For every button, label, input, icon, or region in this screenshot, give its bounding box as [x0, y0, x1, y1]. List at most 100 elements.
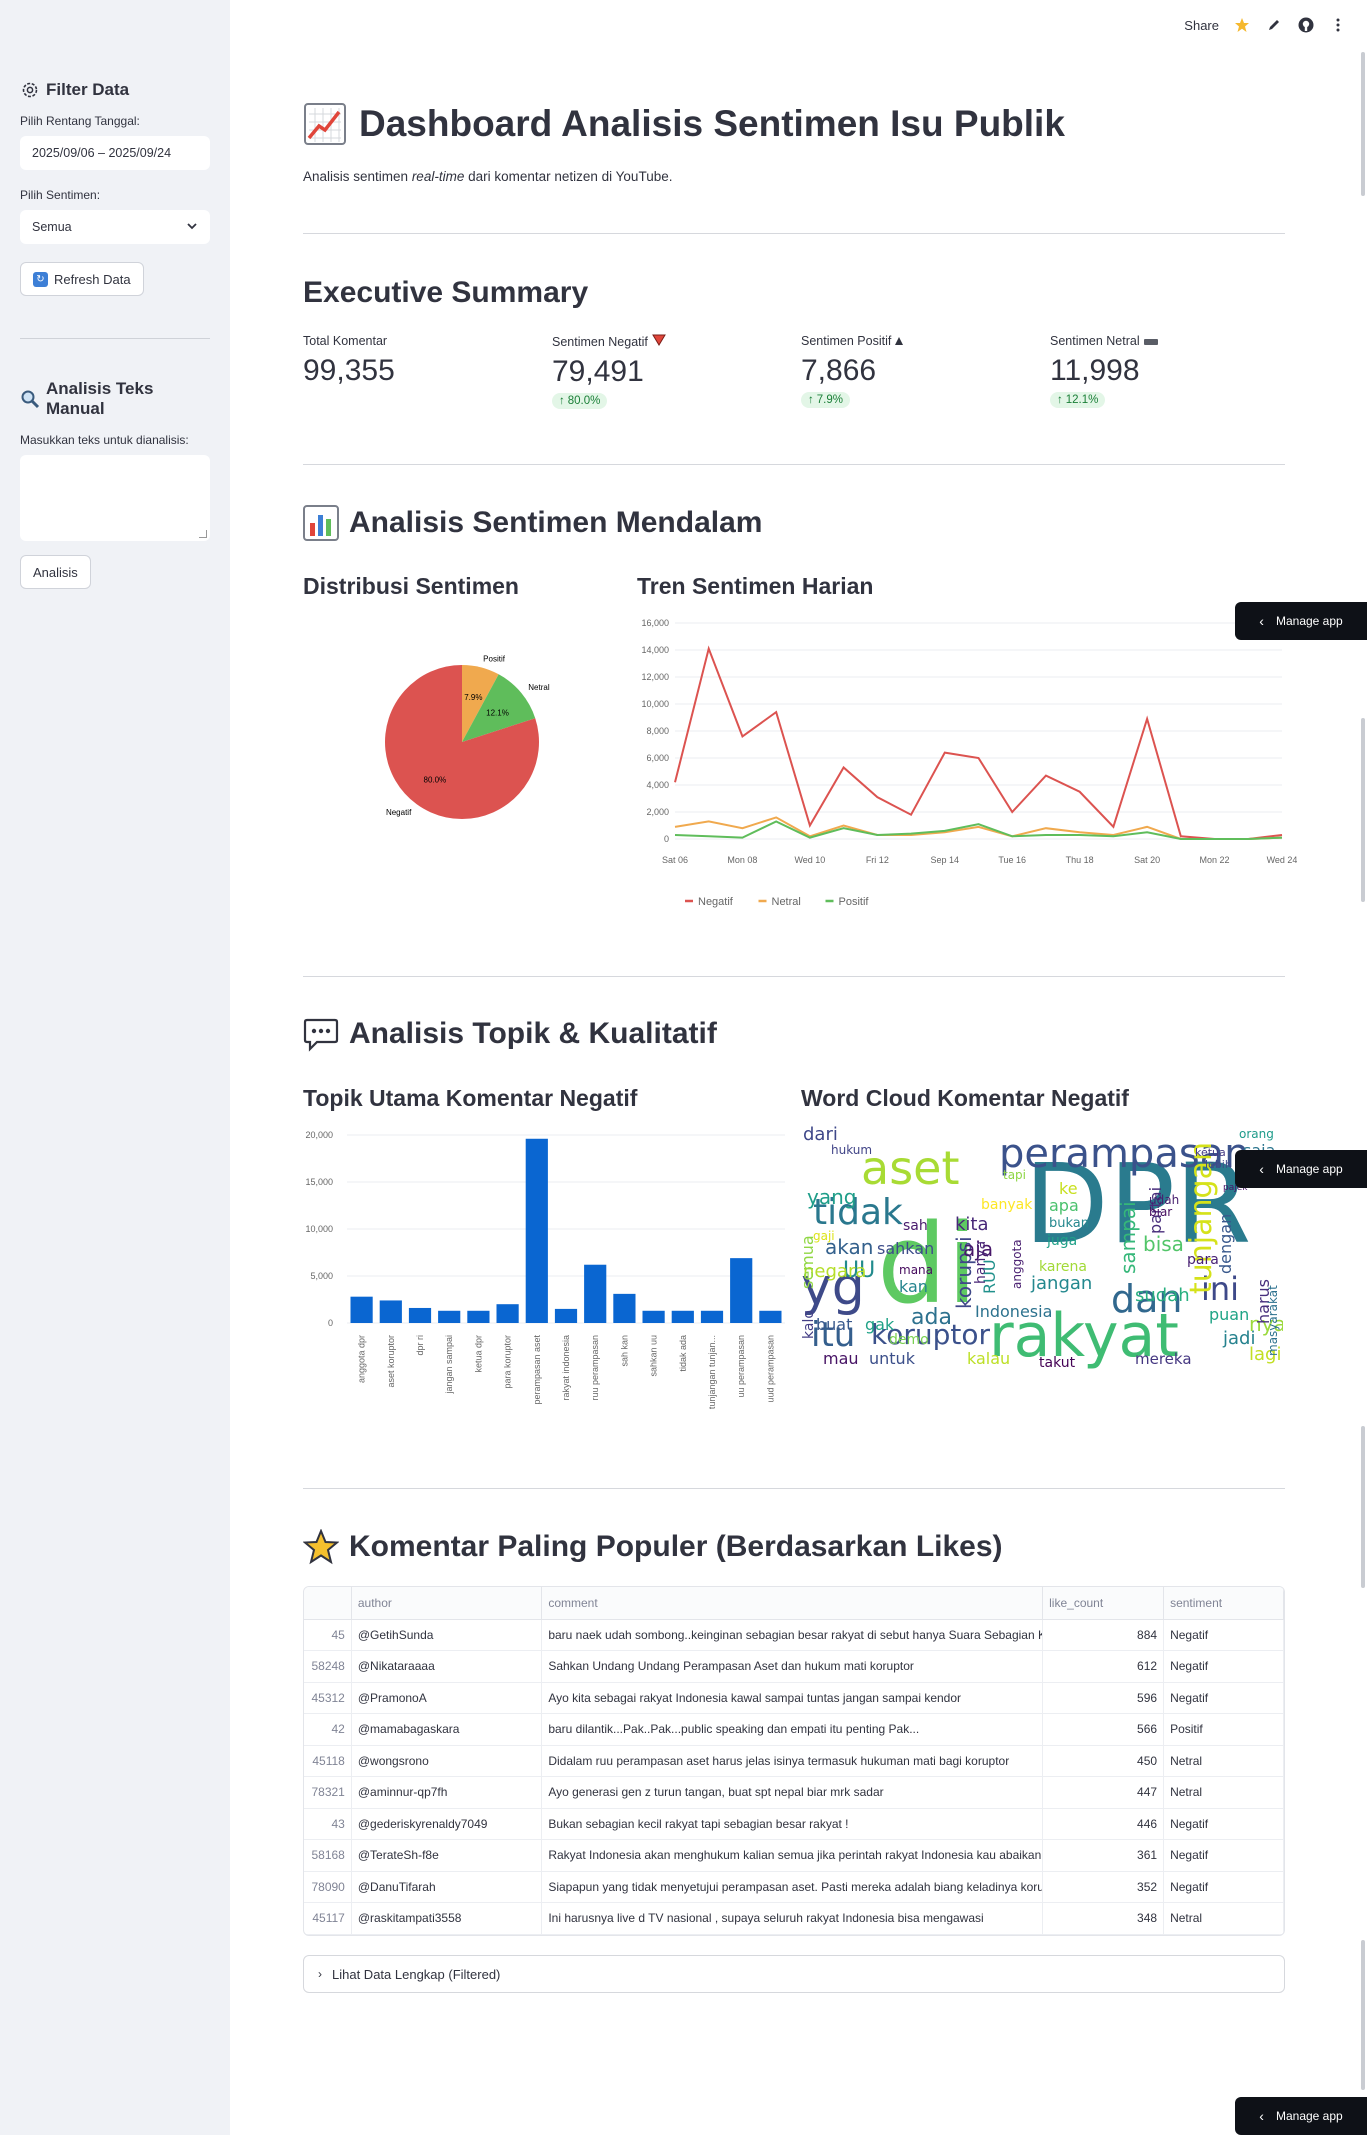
sentiment-cell[interactable]: Negatif: [1163, 1619, 1284, 1651]
table-row[interactable]: 58168 @TerateSh-f8e Rakyat Indonesia akan …: [304, 1839, 1284, 1872]
table-header-index[interactable]: [304, 1587, 352, 1620]
author-cell[interactable]: @aminnur-qp7fh: [351, 1776, 543, 1809]
row-index[interactable]: 78090: [304, 1871, 352, 1903]
wordcloud-word: udah: [1149, 1193, 1179, 1207]
comment-cell[interactable]: baru dilantik...Pak..Pak...public speaki…: [541, 1713, 1044, 1746]
arrow-up-icon: ↑: [559, 395, 565, 407]
manual-text-area[interactable]: [20, 455, 210, 541]
table-header-sentiment[interactable]: sentiment: [1163, 1587, 1284, 1620]
y-tick-label: 14,000: [641, 645, 669, 655]
like-count-cell[interactable]: 447: [1042, 1776, 1165, 1809]
more-menu-icon[interactable]: [1329, 16, 1347, 34]
like-count-cell[interactable]: 566: [1042, 1713, 1165, 1746]
comment-cell[interactable]: Ayo kita sebagai rakyat Indonesia kawal …: [541, 1682, 1044, 1714]
metric-label: Sentimen Netral: [1050, 334, 1290, 348]
sentiment-cell[interactable]: Netral: [1163, 1776, 1284, 1809]
comment-cell[interactable]: Didalam ruu perampasan aset harus jelas …: [541, 1745, 1044, 1777]
full-data-expander[interactable]: › Lihat Data Lengkap (Filtered): [303, 1955, 1285, 1993]
author-cell[interactable]: @raskitampati3558: [351, 1902, 543, 1935]
author-cell[interactable]: @wongsrono: [351, 1745, 543, 1777]
pencil-icon[interactable]: [1265, 16, 1283, 34]
wordcloud-word: sahkan: [877, 1239, 934, 1258]
github-icon[interactable]: [1297, 16, 1315, 34]
wordcloud-word: nya: [1249, 1312, 1283, 1336]
date-range-input[interactable]: 2025/09/06 – 2025/09/24: [20, 136, 210, 170]
comment-cell[interactable]: baru naek udah sombong..keinginan sebagi…: [541, 1619, 1044, 1651]
scrollbar[interactable]: [1361, 1940, 1365, 2090]
analyze-button[interactable]: Analisis: [20, 555, 91, 589]
manage-app-button[interactable]: ‹ Manage app: [1235, 2097, 1367, 2135]
author-cell[interactable]: @GetihSunda: [351, 1619, 543, 1651]
sentiment-cell[interactable]: Negatif: [1163, 1839, 1284, 1872]
like-count-cell[interactable]: 884: [1042, 1619, 1165, 1651]
comment-cell[interactable]: Bukan sebagian kecil rakyat tapi sebagia…: [541, 1808, 1044, 1840]
comment-cell[interactable]: Sahkan Undang Undang Perampasan Aset dan…: [541, 1650, 1044, 1683]
share-button[interactable]: Share: [1184, 17, 1219, 33]
like-count-cell[interactable]: 446: [1042, 1808, 1165, 1840]
table-row[interactable]: 45312 @PramonoA Ayo kita sebagai rakyat In…: [304, 1682, 1284, 1714]
author-cell[interactable]: @Nikataraaaa: [351, 1650, 543, 1683]
line-chart-title: Tren Sentimen Harian: [637, 573, 874, 599]
table-row[interactable]: 43 @gederiskyrenaldy7049 Bukan sebagian ke…: [304, 1808, 1284, 1840]
comment-cell[interactable]: Ini harusnya live d TV nasional , supaya…: [541, 1902, 1044, 1935]
author-cell[interactable]: @DanuTifarah: [351, 1871, 543, 1903]
like-count-cell[interactable]: 612: [1042, 1650, 1165, 1683]
comment-cell[interactable]: Siapapun yang tidak menyetujui perampasa…: [541, 1871, 1044, 1903]
pie-slice-netral: [462, 674, 536, 742]
author-cell[interactable]: @gederiskyrenaldy7049: [351, 1808, 543, 1840]
sentiment-cell[interactable]: Netral: [1163, 1745, 1284, 1777]
row-index[interactable]: 58248: [304, 1650, 352, 1683]
wordcloud-word: sampai: [1116, 1201, 1140, 1274]
table-row[interactable]: 45117 @raskitampati3558 Ini harusnya live …: [304, 1902, 1284, 1935]
table-row[interactable]: 78090 @DanuTifarah Siapapun yang tidak men…: [304, 1871, 1284, 1903]
wordcloud-word: apa: [1049, 1196, 1079, 1215]
scrollbar[interactable]: [1361, 1426, 1365, 1588]
scrollbar[interactable]: [1361, 718, 1365, 902]
row-index[interactable]: 45118: [304, 1745, 352, 1777]
sentiment-cell[interactable]: Negatif: [1163, 1808, 1284, 1840]
comment-cell[interactable]: Ayo generasi gen z turun tangan, buat sp…: [541, 1776, 1044, 1809]
table-header-like-count[interactable]: like_count: [1042, 1587, 1165, 1620]
manage-app-button[interactable]: ‹ Manage app: [1235, 1150, 1367, 1188]
x-tick-label: Tue 16: [998, 855, 1026, 865]
like-count-cell[interactable]: 352: [1042, 1871, 1165, 1903]
like-count-cell[interactable]: 361: [1042, 1839, 1165, 1872]
row-index[interactable]: 45: [304, 1619, 352, 1651]
like-count-cell[interactable]: 596: [1042, 1682, 1165, 1714]
row-index[interactable]: 42: [304, 1713, 352, 1746]
table-header-author[interactable]: author: [351, 1587, 543, 1620]
table-row[interactable]: 78321 @aminnur-qp7fh Ayo generasi gen z tu…: [304, 1776, 1284, 1809]
sentiment-cell[interactable]: Negatif: [1163, 1871, 1284, 1903]
star-icon[interactable]: [1233, 16, 1251, 34]
like-count-cell[interactable]: 450: [1042, 1745, 1165, 1777]
wordcloud-word: perampasan: [999, 1131, 1250, 1177]
popular-comments-table[interactable]: author comment like_count sentiment 45 @G…: [303, 1586, 1285, 1936]
scrollbar[interactable]: [1361, 52, 1365, 196]
wordcloud-word: Indonesia: [975, 1302, 1052, 1321]
table-row[interactable]: 58248 @Nikataraaaa Sahkan Undang Undang Pe…: [304, 1650, 1284, 1683]
table-header-comment[interactable]: comment: [541, 1587, 1044, 1620]
row-index[interactable]: 58168: [304, 1839, 352, 1872]
author-cell[interactable]: @mamabagaskara: [351, 1713, 543, 1746]
table-row[interactable]: 45 @GetihSunda baru naek udah sombong..kei…: [304, 1619, 1284, 1651]
wordcloud-word: yg: [801, 1257, 865, 1317]
row-index[interactable]: 45117: [304, 1902, 352, 1935]
x-tick-label: tunjangan tunjan...: [707, 1335, 717, 1409]
row-index[interactable]: 78321: [304, 1776, 352, 1809]
sentiment-cell[interactable]: Negatif: [1163, 1682, 1284, 1714]
row-index[interactable]: 43: [304, 1808, 352, 1840]
manage-app-button[interactable]: ‹ Manage app: [1235, 602, 1367, 640]
like-count-cell[interactable]: 348: [1042, 1902, 1165, 1935]
comment-cell[interactable]: Rakyat Indonesia akan menghukum kalian s…: [541, 1839, 1044, 1872]
sentiment-cell[interactable]: Netral: [1163, 1902, 1284, 1935]
refresh-data-button[interactable]: ↻ Refresh Data: [20, 262, 144, 296]
sentiment-select[interactable]: Semua: [20, 210, 210, 244]
table-row[interactable]: 42 @mamabagaskara baru dilantik...Pak..Pak…: [304, 1713, 1284, 1746]
table-row[interactable]: 45118 @wongsrono Didalam ruu perampasan as…: [304, 1745, 1284, 1777]
sentiment-cell[interactable]: Negatif: [1163, 1650, 1284, 1683]
sentiment-cell[interactable]: Positif: [1163, 1713, 1284, 1746]
row-index[interactable]: 45312: [304, 1682, 352, 1714]
author-cell[interactable]: @TerateSh-f8e: [351, 1839, 543, 1872]
author-cell[interactable]: @PramonoA: [351, 1682, 543, 1714]
